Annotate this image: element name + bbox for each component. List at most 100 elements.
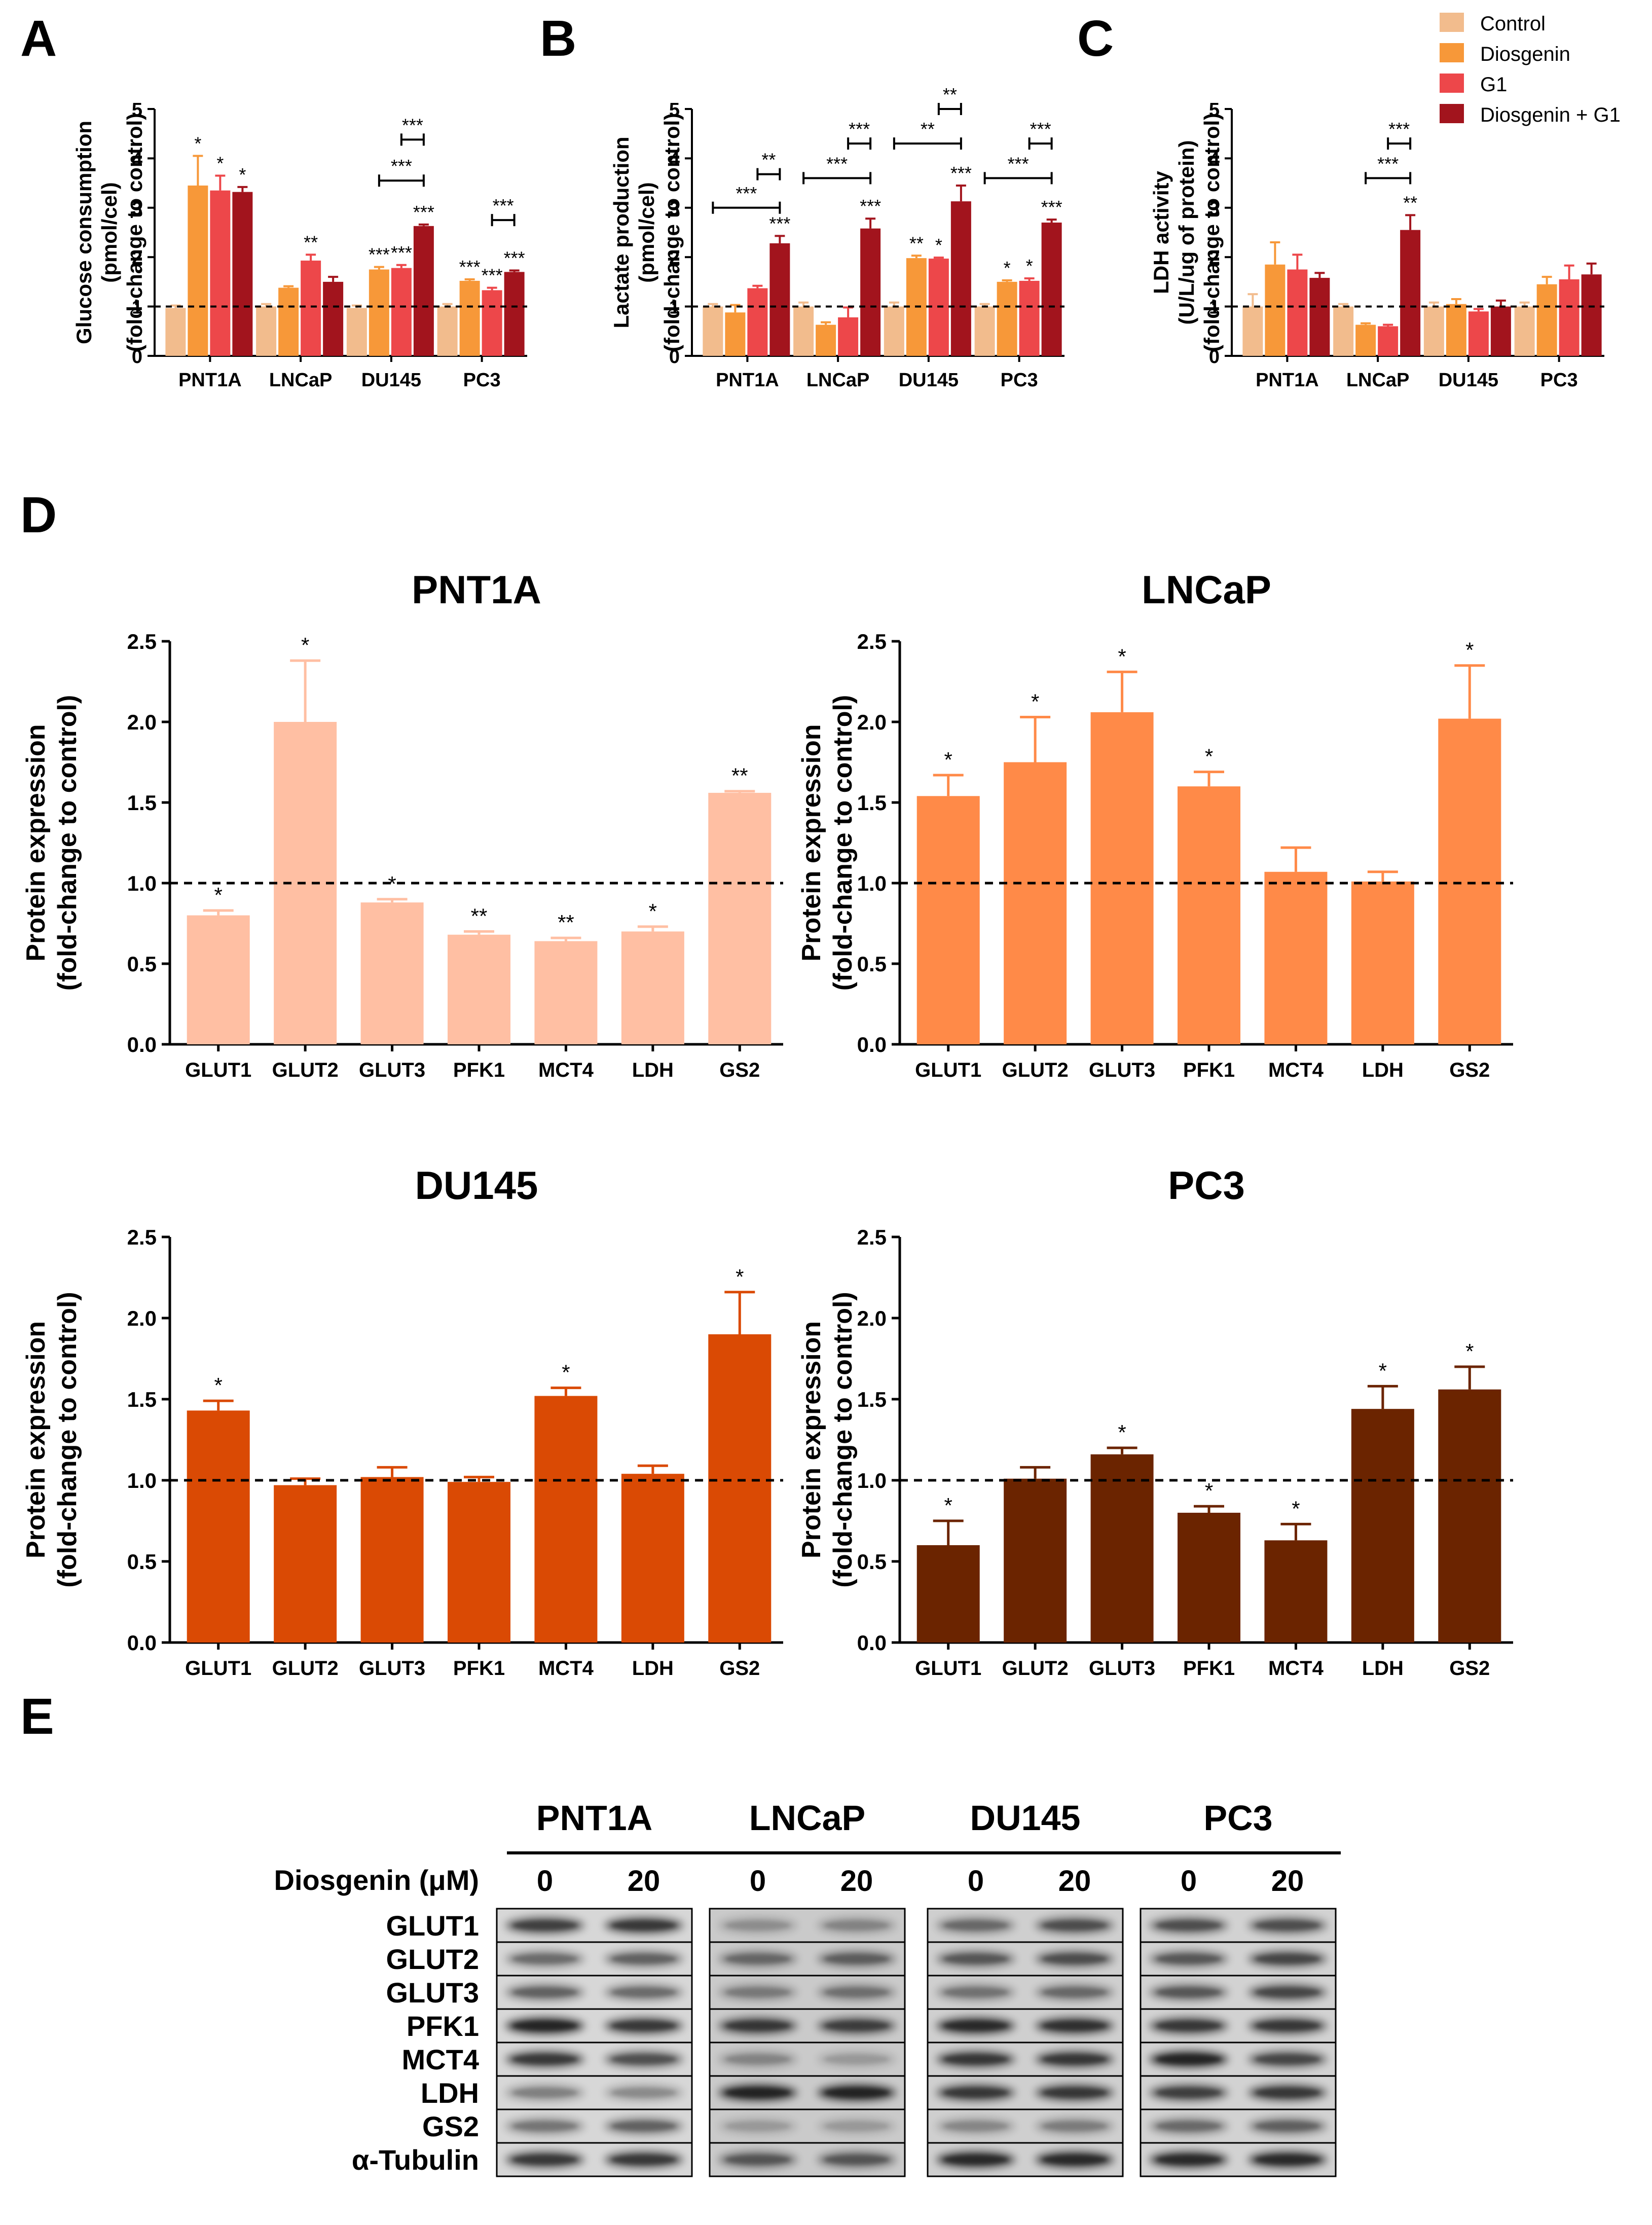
blot-band-core bbox=[943, 1920, 1008, 1930]
blot-band-core bbox=[943, 1954, 1008, 1964]
chart-d-lncap-x-tick-label: GS2 bbox=[1449, 1059, 1490, 1081]
blot-dose-label: 20 bbox=[1058, 1865, 1091, 1898]
blot-band-core bbox=[824, 2054, 889, 2064]
chart-c-y-tick-label: 5 bbox=[1209, 99, 1220, 121]
chart-b-bar-du145-control bbox=[884, 306, 904, 356]
chart-d-du145-x-tick-label: GLUT1 bbox=[185, 1657, 251, 1680]
chart-b-ylabel: (fold-change to control) bbox=[660, 113, 684, 352]
chart-d-lncap-y-tick-label: 2.0 bbox=[857, 710, 887, 734]
chart-d-du145-x-tick-label: GS2 bbox=[719, 1657, 760, 1680]
chart-d-lncap-significance: * bbox=[1465, 638, 1474, 662]
chart-d-pc3-x-tick-label: GLUT1 bbox=[915, 1657, 981, 1680]
chart-d-pnt1a-y-tick-label: 0.0 bbox=[127, 1033, 157, 1056]
chart-d-pnt1a-significance: ** bbox=[731, 764, 748, 788]
chart-a-comparison-label: *** bbox=[402, 115, 423, 135]
chart-d-pnt1a-bar-glut3 bbox=[360, 902, 424, 1044]
chart-d-du145-bar-mct4 bbox=[534, 1396, 598, 1643]
blot-dose-label: 0 bbox=[1181, 1865, 1197, 1898]
chart-d-du145-x-tick-label: PFK1 bbox=[453, 1657, 505, 1680]
chart-a-bar-du145-diosgenin bbox=[369, 269, 389, 356]
chart-d-pc3-x-tick-label: GS2 bbox=[1449, 1657, 1490, 1680]
chart-d-pc3-bar-ldh bbox=[1351, 1409, 1414, 1643]
chart-d-pc3-bar-pfk1 bbox=[1178, 1513, 1240, 1643]
blot-band-core bbox=[943, 2121, 1008, 2131]
chart-a-comparison-bracket bbox=[491, 214, 516, 227]
chart-d-pnt1a-bar-ldh bbox=[621, 931, 684, 1044]
chart-a-bar-pnt1a-diosgenin-g1 bbox=[232, 192, 253, 356]
chart-d-du145-y-tick-label: 0.0 bbox=[127, 1631, 157, 1655]
chart-d-lncap-y-tick-label: 1.0 bbox=[857, 871, 887, 895]
chart-c-bar-pc3-diosgenin bbox=[1536, 284, 1557, 356]
chart-d-lncap-y-tick-label: 0.0 bbox=[857, 1033, 887, 1056]
chart-b-bar-lncap-control bbox=[793, 306, 814, 356]
chart-b-bar-lncap-diosgenin bbox=[816, 324, 836, 356]
blot-band-core bbox=[725, 1987, 790, 1997]
chart-c-x-tick-label: LNCaP bbox=[1346, 370, 1410, 391]
chart-a-glucose-consumption: Glucose consumption (pmol/cel) (fold-chang… bbox=[72, 99, 527, 391]
blot-band-core bbox=[1156, 2088, 1221, 2098]
chart-b-significance: *** bbox=[1041, 197, 1062, 217]
chart-c-bar-du145-diosgenin-g1 bbox=[1490, 306, 1511, 356]
chart-d-du145-y-tick-label: 0.5 bbox=[127, 1550, 157, 1574]
chart-d-du145-bar-glut3 bbox=[360, 1477, 424, 1643]
chart-d-lncap-bar-mct4 bbox=[1264, 871, 1328, 1044]
chart-a-bar-lncap-diosgenin-g1 bbox=[323, 281, 344, 356]
chart-b-comparison-label: ** bbox=[761, 150, 776, 170]
chart-b-ylabel: Lactate production bbox=[609, 136, 633, 328]
blot-band-core bbox=[611, 1954, 676, 1964]
chart-d-pc3-bar-glut3 bbox=[1090, 1454, 1154, 1643]
chart-c-bar-lncap-g1 bbox=[1378, 326, 1399, 356]
chart-a-bar-pc3-diosgenin-g1 bbox=[504, 272, 525, 356]
blot-band-core bbox=[1156, 2155, 1221, 2165]
chart-d-du145-x-tick-label: MCT4 bbox=[538, 1657, 594, 1680]
chart-d-du145-bar-glut1 bbox=[187, 1410, 250, 1643]
chart-a-ylabel: (pmol/cel) bbox=[97, 182, 121, 282]
chart-d-lncap-significance: * bbox=[1118, 644, 1126, 668]
chart-d-lncap: LNCaP Protein expression (fold-change to c… bbox=[797, 567, 1513, 1081]
blot-band-core bbox=[1156, 1954, 1221, 1964]
chart-a-bar-du145-g1 bbox=[391, 268, 412, 356]
chart-d-lncap-bar-glut1 bbox=[916, 796, 980, 1044]
chart-d-du145-y-tick-label: 2.5 bbox=[127, 1225, 157, 1249]
legend-label-g1: G1 bbox=[1480, 74, 1507, 96]
chart-d-du145-ylabel: (fold-change to control) bbox=[53, 1292, 82, 1587]
chart-d-pnt1a-significance: ** bbox=[558, 910, 574, 934]
chart-d-pnt1a-y-tick-label: 1.0 bbox=[127, 871, 157, 895]
blot-band-core bbox=[1042, 2088, 1107, 2098]
blot-band-core bbox=[943, 2088, 1008, 2098]
blot-band-core bbox=[611, 2155, 676, 2165]
blot-band-core bbox=[1255, 1954, 1320, 1964]
chart-d-pc3-x-tick-label: PFK1 bbox=[1183, 1657, 1235, 1680]
chart-a-comparison-bracket bbox=[378, 174, 425, 187]
chart-a-bar-du145-diosgenin-g1 bbox=[413, 226, 434, 356]
blot-band-core bbox=[1255, 2121, 1320, 2131]
chart-b-y-tick-label: 0 bbox=[669, 346, 680, 368]
legend-swatch-control bbox=[1440, 13, 1464, 32]
chart-c-bar-pc3-diosgenin-g1 bbox=[1581, 274, 1602, 356]
panel-letter-a: A bbox=[20, 10, 57, 67]
chart-c-comparison-label: *** bbox=[1377, 153, 1399, 174]
legend-label-control: Control bbox=[1480, 13, 1546, 35]
blot-band-core bbox=[1156, 2121, 1221, 2131]
chart-d-du145-bar-pfk1 bbox=[448, 1482, 510, 1643]
chart-d-lncap-x-tick-label: GLUT2 bbox=[1002, 1059, 1069, 1081]
blot-protein-label--tubulin: α-Tubulin bbox=[352, 2144, 479, 2176]
chart-a-y-tick-label: 1 bbox=[132, 297, 142, 318]
legend: Control Diosgenin G1 Diosgenin + G1 bbox=[1440, 13, 1621, 126]
chart-d-lncap-x-tick-label: PFK1 bbox=[1183, 1059, 1235, 1081]
chart-d-pnt1a-significance: * bbox=[214, 883, 223, 907]
blot-band-core bbox=[1156, 1920, 1221, 1930]
blot-band-core bbox=[512, 2121, 577, 2131]
chart-d-du145-ylabel: Protein expression bbox=[21, 1321, 51, 1558]
chart-a-bar-pc3-control bbox=[437, 306, 458, 356]
blot-treatment-label: Diosgenin (μM) bbox=[274, 1864, 479, 1896]
panel-letter-c: C bbox=[1077, 10, 1114, 67]
blot-band-core bbox=[512, 1920, 577, 1930]
chart-d-pc3-bar-mct4 bbox=[1264, 1540, 1328, 1643]
chart-c-bar-pc3-control bbox=[1514, 306, 1535, 356]
chart-a-significance: * bbox=[194, 133, 201, 154]
chart-d-du145-bar-ldh bbox=[621, 1474, 684, 1643]
blot-dose-label: 20 bbox=[840, 1865, 873, 1898]
chart-d-lncap-x-tick-label: MCT4 bbox=[1268, 1059, 1324, 1081]
chart-b-comparison-bracket bbox=[983, 172, 1053, 185]
